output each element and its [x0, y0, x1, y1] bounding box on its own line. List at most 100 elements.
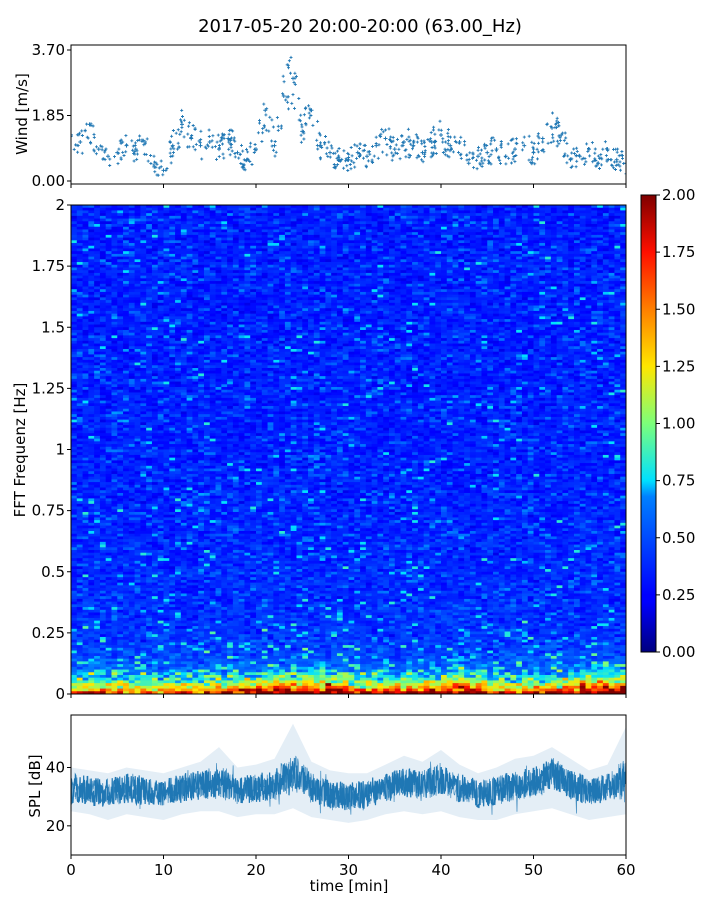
- spectrogram-cell: [562, 253, 569, 258]
- spectrogram-cell: [76, 221, 83, 225]
- spectrogram-cell: [302, 251, 309, 255]
- spectrogram-cell: [452, 332, 459, 336]
- spectrogram-cell: [331, 294, 338, 298]
- spectrogram-cell: [203, 262, 211, 266]
- spectrogram-cell: [325, 321, 332, 325]
- spectrogram-cell: [215, 215, 222, 219]
- spectrogram-cell: [521, 215, 529, 219]
- spectrogram-cell: [545, 245, 552, 249]
- spectrogram-cell: [325, 229, 332, 233]
- spectrogram-cell: [180, 205, 188, 209]
- spectrogram-cell: [157, 264, 164, 268]
- spectrogram-cell: [435, 324, 442, 328]
- spectrogram-cell: [394, 319, 401, 323]
- spectrogram-cell: [429, 243, 436, 247]
- spectrogram-cell: [313, 229, 320, 233]
- spectrogram-cell: [186, 283, 193, 287]
- spectrogram-cell: [180, 289, 188, 293]
- spectrogram-cell: [504, 308, 511, 312]
- spectrogram-cell: [360, 264, 367, 268]
- spectrogram-cell: [446, 289, 453, 293]
- spectrogram-cell: [573, 321, 581, 325]
- spectrogram-cell: [539, 302, 546, 306]
- spectrogram-cell: [192, 251, 199, 255]
- spectrogram-cell: [458, 278, 465, 282]
- spectrogram-cell: [417, 272, 425, 277]
- spectrogram-cell: [452, 243, 459, 247]
- spectrogram-cell: [82, 215, 89, 219]
- spectrogram-cell: [487, 224, 494, 228]
- spectrogram-cell: [441, 338, 448, 342]
- spectrogram-cell: [151, 237, 159, 241]
- spectrogram-cell: [111, 205, 118, 209]
- spectrogram-cell: [527, 332, 534, 336]
- spectrogram-cell: [435, 294, 442, 298]
- spectrogram-cell: [163, 291, 170, 296]
- spectrogram-cell: [521, 245, 529, 249]
- spectrogram-cell: [336, 272, 344, 277]
- spectrogram-cell: [469, 335, 477, 339]
- spectrogram-cell: [469, 327, 477, 331]
- spectrogram-cell: [308, 272, 315, 277]
- spectrogram-cell: [284, 340, 292, 344]
- spectrogram-cell: [365, 305, 373, 309]
- spectrogram-cell: [498, 335, 505, 339]
- spectrogram-cell: [417, 340, 425, 344]
- spectrogram-cell: [487, 281, 494, 285]
- spectrogram-cell: [290, 291, 297, 296]
- spectrogram-cell: [568, 289, 575, 293]
- spectrogram-cell: [510, 332, 517, 336]
- spectrogram-cell: [354, 213, 361, 217]
- spectrogram-cell: [585, 267, 592, 271]
- spectrogram-cell: [377, 251, 384, 255]
- spectrogram-cell: [134, 297, 141, 301]
- spectrogram-cell: [302, 221, 309, 225]
- spectrogram-cell: [545, 253, 552, 258]
- spectrogram-cell: [348, 213, 355, 217]
- spectrogram-cell: [429, 340, 436, 344]
- spectrogram-cell: [597, 281, 604, 285]
- spectrogram-cell: [99, 215, 107, 219]
- spectrogram-cell: [452, 335, 459, 339]
- spectrogram-cell: [452, 291, 459, 296]
- spectrogram-cell: [365, 205, 373, 209]
- spectrogram-cell: [88, 272, 95, 277]
- spectrogram-cell: [331, 324, 338, 328]
- spectrogram-cell: [348, 275, 355, 279]
- spectrogram-cell: [441, 210, 448, 214]
- spectrogram-cell: [82, 253, 89, 258]
- spectrogram-cell: [284, 240, 292, 244]
- spectrogram-cell: [591, 340, 598, 344]
- spectrogram-cell: [261, 300, 268, 304]
- spectrogram-cell: [556, 332, 563, 336]
- spectrogram-cell: [313, 302, 320, 306]
- spectrogram-cell: [475, 278, 482, 282]
- spectrogram-cell: [99, 248, 107, 252]
- spectrogram-cell: [82, 221, 89, 225]
- spectrogram-cell: [279, 335, 286, 339]
- spectrogram-cell: [550, 210, 558, 214]
- spectrogram-cell: [388, 240, 396, 244]
- spectrogram-cell: [568, 283, 575, 287]
- spectrogram-cell: [209, 234, 216, 238]
- spectrogram-cell: [371, 291, 378, 296]
- spectrogram-cell: [412, 210, 419, 214]
- spectrogram-cell: [550, 278, 558, 282]
- spectrogram-cell: [342, 302, 349, 306]
- spectrogram-cell: [521, 224, 529, 228]
- spectrogram-cell: [452, 213, 459, 217]
- spectrogram-cell: [400, 289, 407, 293]
- spectrogram-cell: [198, 215, 205, 219]
- spectrogram-cell: [573, 256, 581, 260]
- spectrogram-cell: [88, 275, 95, 279]
- spectrogram-cell: [435, 213, 442, 217]
- spectrogram-cell: [302, 310, 309, 315]
- spectrogram-cell: [417, 259, 425, 263]
- spectrogram-cell: [290, 313, 297, 317]
- spectrogram-cell: [371, 226, 378, 230]
- spectrogram-cell: [146, 237, 153, 241]
- spectrogram-cell: [163, 329, 170, 334]
- spectrogram-cell: [377, 272, 384, 277]
- spectrogram-cell: [365, 226, 373, 230]
- spectrogram-cell: [175, 218, 182, 222]
